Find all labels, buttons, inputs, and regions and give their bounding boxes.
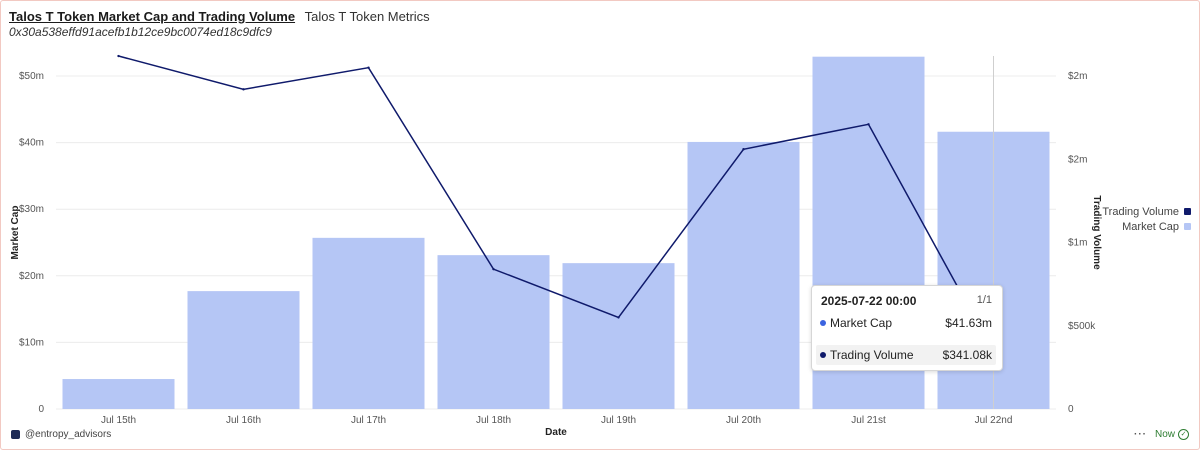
tooltip-label: Trading Volume bbox=[830, 348, 914, 362]
tooltip-value: $341.08k bbox=[942, 348, 992, 362]
title-row: Talos T Token Market Cap and Trading Vol… bbox=[9, 9, 430, 24]
footer-handle[interactable]: @entropy_advisors bbox=[25, 429, 112, 440]
chart-subtitle: Talos T Token Metrics bbox=[304, 9, 430, 24]
x-tick-label: Jul 22nd bbox=[975, 415, 1013, 426]
y-tick-label: $50m bbox=[19, 71, 44, 82]
footer-attribution: @entropy_advisors bbox=[11, 429, 111, 440]
bar-market-cap bbox=[687, 141, 800, 409]
bar-market-cap bbox=[562, 263, 675, 409]
point-trading-volume bbox=[867, 123, 870, 126]
point-trading-volume bbox=[617, 316, 620, 319]
y2-tick-label: $500k bbox=[1068, 321, 1096, 332]
y-tick-label: $10m bbox=[19, 337, 44, 348]
bar-market-cap bbox=[437, 255, 550, 409]
y-tick-label: $40m bbox=[19, 138, 44, 149]
y2-tick-label: $2m bbox=[1068, 154, 1087, 165]
x-tick-label: Jul 17th bbox=[351, 415, 386, 426]
y2-tick-label: 0 bbox=[1068, 404, 1074, 415]
x-tick-label: Jul 15th bbox=[101, 415, 136, 426]
y-tick-label: $30m bbox=[19, 204, 44, 215]
check-circle-icon: ✓ bbox=[1178, 429, 1189, 440]
x-tick-label: Jul 18th bbox=[476, 415, 511, 426]
legend-swatch-icon bbox=[1184, 223, 1191, 230]
legend-item-market-cap[interactable]: Market Cap bbox=[1102, 219, 1191, 234]
chart-title[interactable]: Talos T Token Market Cap and Trading Vol… bbox=[9, 9, 296, 24]
y-tick-label: 0 bbox=[38, 404, 44, 415]
legend-swatch-icon bbox=[1184, 208, 1191, 215]
tooltip-row-market-cap: Market Cap $41.63m bbox=[816, 313, 996, 333]
status-text: Now bbox=[1154, 429, 1175, 440]
tooltip-value: $41.63m bbox=[945, 316, 992, 330]
tooltip-label: Market Cap bbox=[830, 316, 893, 330]
y2-tick-label: $2m bbox=[1068, 71, 1087, 82]
point-trading-volume bbox=[367, 66, 370, 69]
footer-status: ··· Now ✓ bbox=[1134, 429, 1189, 440]
point-trading-volume bbox=[242, 88, 245, 91]
x-tick-label: Jul 19th bbox=[601, 415, 636, 426]
y2-tick-label: $1m bbox=[1068, 238, 1087, 249]
dot-icon bbox=[820, 320, 826, 326]
bar-market-cap bbox=[312, 237, 425, 409]
status-badge: Now ✓ bbox=[1155, 429, 1189, 440]
legend-label: Trading Volume bbox=[1102, 205, 1179, 218]
point-trading-volume bbox=[742, 148, 745, 151]
point-trading-volume bbox=[492, 267, 495, 271]
line-trading-volume bbox=[118, 55, 995, 353]
legend: Trading Volume Market Cap bbox=[1102, 204, 1191, 234]
more-options-icon[interactable]: ··· bbox=[1133, 429, 1147, 440]
legend-label: Market Cap bbox=[1122, 220, 1179, 233]
entropy-logo-icon bbox=[11, 430, 20, 439]
dot-icon bbox=[820, 352, 826, 358]
x-axis-title: Date bbox=[545, 427, 567, 438]
x-tick-label: Jul 20th bbox=[726, 415, 761, 426]
bar-market-cap bbox=[187, 291, 300, 409]
point-trading-volume bbox=[117, 54, 120, 58]
legend-item-trading-volume[interactable]: Trading Volume bbox=[1102, 204, 1191, 219]
bar-market-cap bbox=[62, 379, 175, 409]
tooltip-row-trading-volume: Trading Volume $341.08k bbox=[816, 345, 996, 365]
token-address: 0x30a538effd91acefb1b12ce9bc0074ed18c9df… bbox=[9, 25, 272, 39]
x-tick-label: Jul 16th bbox=[226, 415, 261, 426]
tooltip-header: 2025-07-22 00:00 1/1 bbox=[821, 294, 992, 308]
tooltip: 2025-07-22 00:00 1/1 Market Cap $41.63m … bbox=[811, 285, 1003, 371]
y-tick-label: $20m bbox=[19, 271, 44, 282]
y2-axis-title: Trading Volume bbox=[1091, 195, 1102, 270]
tooltip-date: 2025-07-22 00:00 bbox=[821, 294, 917, 308]
y-axis-title: Market Cap bbox=[10, 206, 21, 260]
x-tick-label: Jul 21st bbox=[851, 415, 886, 426]
tooltip-page-indicator: 1/1 bbox=[976, 294, 992, 306]
